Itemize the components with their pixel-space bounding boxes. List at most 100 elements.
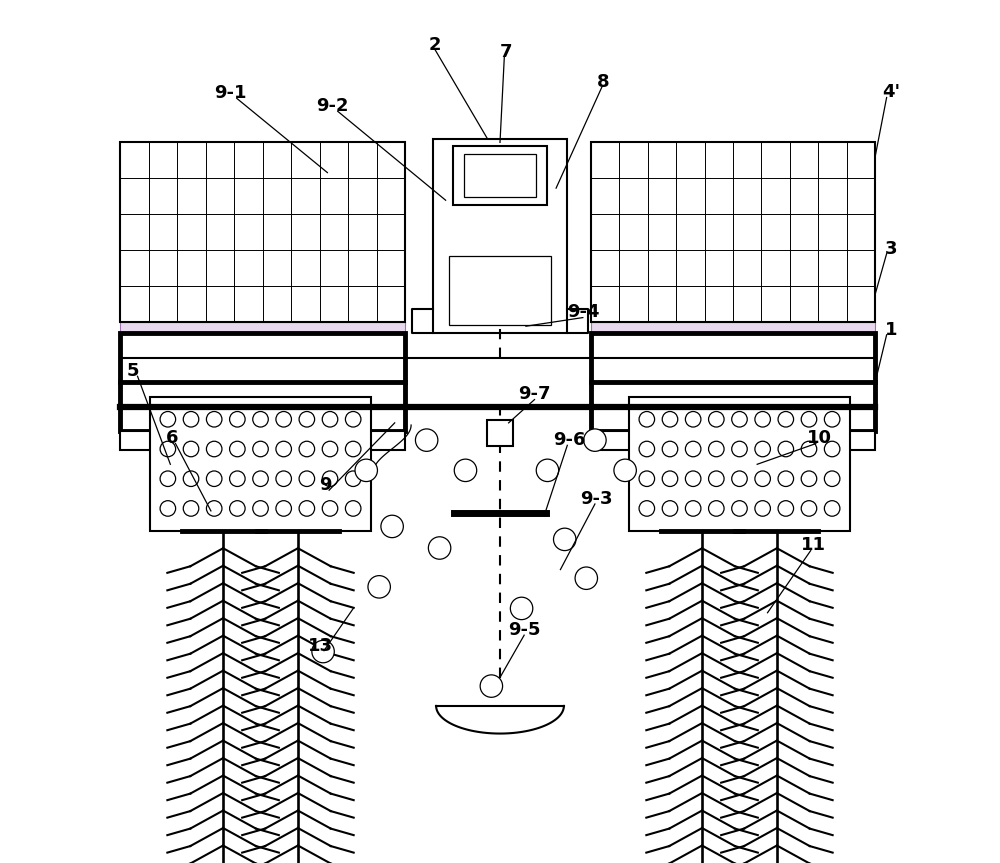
Circle shape bbox=[345, 471, 361, 487]
Circle shape bbox=[322, 471, 338, 487]
Circle shape bbox=[732, 412, 747, 427]
Circle shape bbox=[755, 471, 770, 487]
Circle shape bbox=[584, 429, 606, 451]
Text: 13: 13 bbox=[308, 637, 333, 654]
Circle shape bbox=[755, 441, 770, 457]
Circle shape bbox=[276, 412, 291, 427]
Text: 2: 2 bbox=[429, 36, 442, 54]
Text: 5: 5 bbox=[127, 362, 139, 380]
Text: 9-4: 9-4 bbox=[567, 304, 600, 321]
FancyBboxPatch shape bbox=[591, 322, 875, 337]
Text: 6: 6 bbox=[166, 430, 178, 447]
FancyBboxPatch shape bbox=[464, 154, 536, 197]
Circle shape bbox=[536, 459, 559, 482]
Circle shape bbox=[685, 471, 701, 487]
Circle shape bbox=[685, 441, 701, 457]
Circle shape bbox=[778, 501, 794, 516]
Circle shape bbox=[183, 501, 199, 516]
Text: 9-3: 9-3 bbox=[580, 490, 613, 507]
Circle shape bbox=[732, 471, 747, 487]
Circle shape bbox=[299, 471, 315, 487]
Circle shape bbox=[206, 471, 222, 487]
Circle shape bbox=[322, 501, 338, 516]
Text: 9-7: 9-7 bbox=[518, 386, 551, 403]
Circle shape bbox=[253, 412, 268, 427]
Circle shape bbox=[685, 501, 701, 516]
Circle shape bbox=[709, 412, 724, 427]
FancyBboxPatch shape bbox=[449, 255, 551, 324]
FancyBboxPatch shape bbox=[120, 333, 405, 432]
FancyBboxPatch shape bbox=[150, 397, 371, 531]
Circle shape bbox=[639, 501, 655, 516]
Circle shape bbox=[345, 501, 361, 516]
Circle shape bbox=[428, 537, 451, 559]
Circle shape bbox=[160, 441, 176, 457]
Circle shape bbox=[322, 441, 338, 457]
Circle shape bbox=[778, 441, 794, 457]
Circle shape bbox=[510, 597, 533, 620]
Circle shape bbox=[801, 412, 817, 427]
Circle shape bbox=[662, 412, 678, 427]
Circle shape bbox=[345, 412, 361, 427]
FancyBboxPatch shape bbox=[433, 139, 567, 333]
Circle shape bbox=[183, 471, 199, 487]
Circle shape bbox=[206, 441, 222, 457]
Circle shape bbox=[554, 528, 576, 551]
Circle shape bbox=[368, 576, 390, 598]
FancyBboxPatch shape bbox=[591, 333, 875, 432]
Text: 9-5: 9-5 bbox=[508, 621, 540, 639]
Circle shape bbox=[345, 441, 361, 457]
Circle shape bbox=[824, 501, 840, 516]
Circle shape bbox=[778, 412, 794, 427]
Text: 10: 10 bbox=[807, 430, 832, 447]
Circle shape bbox=[639, 441, 655, 457]
Circle shape bbox=[732, 501, 747, 516]
Circle shape bbox=[160, 471, 176, 487]
Circle shape bbox=[801, 501, 817, 516]
Circle shape bbox=[299, 441, 315, 457]
Circle shape bbox=[355, 459, 377, 482]
Circle shape bbox=[454, 459, 477, 482]
Circle shape bbox=[662, 471, 678, 487]
Circle shape bbox=[824, 412, 840, 427]
Circle shape bbox=[299, 412, 315, 427]
Circle shape bbox=[206, 501, 222, 516]
Circle shape bbox=[415, 429, 438, 451]
Text: 3: 3 bbox=[885, 240, 897, 257]
Circle shape bbox=[230, 471, 245, 487]
Circle shape bbox=[639, 471, 655, 487]
Circle shape bbox=[230, 501, 245, 516]
Circle shape bbox=[276, 501, 291, 516]
FancyBboxPatch shape bbox=[487, 420, 513, 446]
Text: 9-6: 9-6 bbox=[553, 432, 585, 449]
Circle shape bbox=[662, 501, 678, 516]
Circle shape bbox=[709, 441, 724, 457]
Circle shape bbox=[253, 441, 268, 457]
Circle shape bbox=[206, 412, 222, 427]
Circle shape bbox=[755, 412, 770, 427]
Circle shape bbox=[709, 471, 724, 487]
FancyBboxPatch shape bbox=[120, 142, 405, 322]
Circle shape bbox=[322, 412, 338, 427]
Circle shape bbox=[253, 471, 268, 487]
FancyBboxPatch shape bbox=[591, 142, 875, 322]
Text: 11: 11 bbox=[801, 537, 826, 554]
Circle shape bbox=[253, 501, 268, 516]
Circle shape bbox=[709, 501, 724, 516]
Text: 9: 9 bbox=[319, 476, 332, 494]
Text: 9-2: 9-2 bbox=[316, 98, 349, 115]
Circle shape bbox=[312, 640, 334, 663]
Text: 1: 1 bbox=[885, 321, 897, 338]
Circle shape bbox=[381, 515, 403, 538]
Text: 4': 4' bbox=[882, 84, 900, 101]
FancyBboxPatch shape bbox=[120, 322, 405, 337]
Circle shape bbox=[183, 441, 199, 457]
FancyBboxPatch shape bbox=[591, 432, 875, 450]
Circle shape bbox=[639, 412, 655, 427]
Circle shape bbox=[801, 441, 817, 457]
Circle shape bbox=[160, 501, 176, 516]
Circle shape bbox=[662, 441, 678, 457]
Text: 7: 7 bbox=[500, 43, 512, 60]
FancyBboxPatch shape bbox=[629, 397, 850, 531]
Circle shape bbox=[685, 412, 701, 427]
